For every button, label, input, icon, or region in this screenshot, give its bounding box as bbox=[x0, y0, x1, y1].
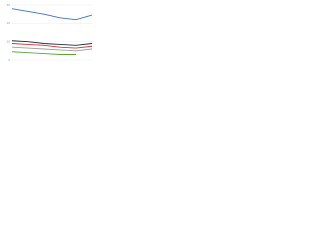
y-tick-label: 20 bbox=[7, 39, 11, 43]
y-tick-label: 60 bbox=[7, 3, 11, 7]
chart: 0 20 40 60 bbox=[7, 3, 93, 62]
page: {"chart_data": {"type": "line", "categor… bbox=[0, 0, 100, 71]
series-line bbox=[11, 43, 93, 49]
series-line bbox=[11, 40, 93, 46]
y-tick-label: 40 bbox=[7, 21, 11, 25]
series-line bbox=[11, 51, 76, 55]
series-line bbox=[11, 8, 93, 21]
y-tick-label: 0 bbox=[8, 58, 10, 62]
series-line bbox=[11, 46, 93, 52]
